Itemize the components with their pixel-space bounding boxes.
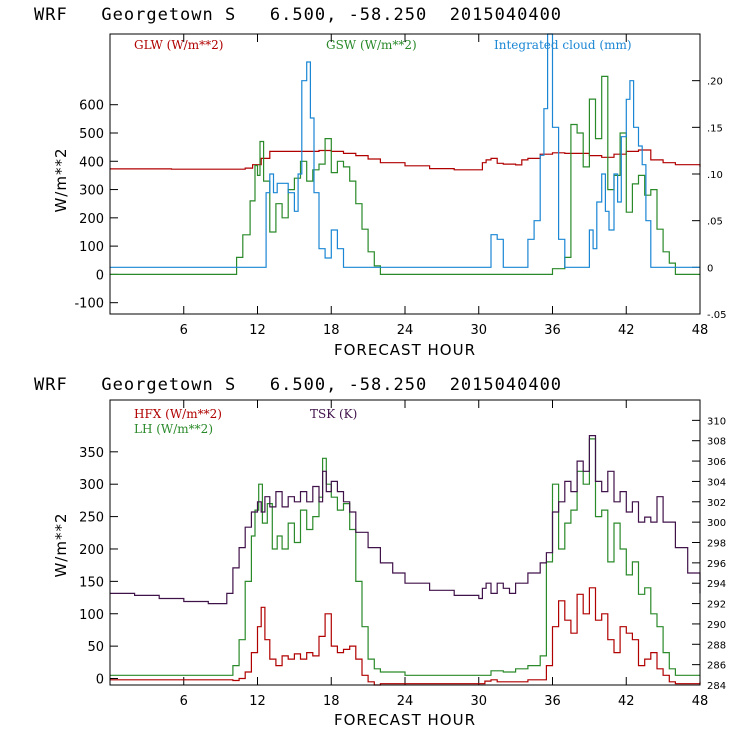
bottom-x-tick-label: 36 bbox=[544, 694, 561, 709]
top-x-tick-label: 18 bbox=[323, 323, 340, 338]
top-x-tick-label: 24 bbox=[397, 323, 414, 338]
bottom-chart: WRF Georgetown S 6.500, -58.250 20150404… bbox=[34, 375, 726, 729]
bottom-series-lh-line bbox=[110, 438, 700, 676]
bottom-y2-tick-label: 302 bbox=[707, 498, 726, 509]
bottom-x-tick-label: 30 bbox=[470, 694, 487, 709]
top-y-tick-label: 300 bbox=[79, 184, 104, 199]
bottom-y2-tick-label: 290 bbox=[707, 620, 726, 631]
bottom-y2-tick-label: 294 bbox=[707, 579, 726, 590]
top-y2-tick-label: .10 bbox=[707, 170, 723, 181]
bottom-plot-frame bbox=[109, 399, 701, 686]
bottom-series bbox=[110, 435, 701, 686]
top-x-tick-label: 42 bbox=[618, 323, 635, 338]
top-y-tick-label: 200 bbox=[79, 212, 104, 227]
top-y-axis-label: W/m**2 bbox=[52, 147, 70, 212]
top-x-tick-label: 48 bbox=[692, 323, 709, 338]
top-chart: WRF Georgetown S 6.500, -58.250 20150404… bbox=[34, 5, 727, 359]
bottom-chart-title: WRF Georgetown S 6.500, -58.250 20150404… bbox=[34, 375, 562, 395]
bottom-y-tick-label: 300 bbox=[79, 478, 104, 493]
bottom-series-hfx-line bbox=[110, 587, 701, 686]
bottom-y-tick-label: 200 bbox=[79, 543, 104, 558]
top-series bbox=[110, 33, 701, 275]
top-y-tick-label: 100 bbox=[79, 240, 104, 255]
legend-tsk: TSK (K) bbox=[310, 407, 357, 421]
top-series-gsw-line bbox=[110, 75, 700, 275]
bottom-x-tick-label: 12 bbox=[249, 694, 266, 709]
bottom-y2-tick-label: 296 bbox=[707, 559, 726, 570]
legend-hfx: HFX (W/m**2) bbox=[134, 407, 222, 421]
top-x-tick-label: 36 bbox=[544, 323, 561, 338]
top-y-tick-label: -100 bbox=[74, 297, 104, 312]
bottom-y2-tick-label: 300 bbox=[707, 518, 726, 529]
top-y-tick-label: 500 bbox=[79, 127, 104, 142]
bottom-y2-tick-label: 292 bbox=[707, 600, 726, 611]
top-series-glw-line bbox=[110, 149, 701, 171]
top-axes: 6 12 18 24 30 36 42 48 -100 0 100 200 300 400 500 600 -.… bbox=[74, 34, 727, 338]
top-plot-frame bbox=[109, 33, 701, 315]
bottom-series-tsk-line bbox=[110, 435, 701, 605]
bottom-axes: 6 12 18 24 30 36 42 48 0 50 100 150 200 250 300 350 284 2… bbox=[79, 400, 726, 709]
bottom-y2-tick-label: 304 bbox=[707, 477, 726, 488]
bottom-x-axis-label: FORECAST HOUR bbox=[334, 711, 476, 729]
top-y-tick-label: 0 bbox=[96, 268, 104, 283]
top-y2-tick-label: 0 bbox=[707, 263, 713, 274]
bottom-y2-tick-label: 298 bbox=[707, 539, 726, 550]
top-y2-tick-label: .15 bbox=[707, 123, 723, 134]
legend-glw: GLW (W/m**2) bbox=[134, 38, 223, 52]
bottom-y2-tick-label: 284 bbox=[707, 681, 726, 692]
bottom-x-tick-label: 48 bbox=[692, 694, 709, 709]
bottom-y-tick-label: 100 bbox=[79, 608, 104, 623]
bottom-y2-tick-label: 286 bbox=[707, 661, 726, 672]
bottom-x-tick-label: 24 bbox=[397, 694, 414, 709]
top-x-tick-label: 6 bbox=[180, 323, 188, 338]
bottom-y2-tick-label: 308 bbox=[707, 437, 726, 448]
bottom-x-tick-label: 42 bbox=[618, 694, 635, 709]
top-y2-tick-label: -.05 bbox=[707, 310, 727, 321]
top-chart-title: WRF Georgetown S 6.500, -58.250 20150404… bbox=[34, 5, 562, 25]
bottom-y2-tick-label: 306 bbox=[707, 457, 726, 468]
top-y2-tick-label: .20 bbox=[707, 77, 723, 88]
bottom-y2-tick-label: 288 bbox=[707, 640, 726, 651]
top-x-axis-label: FORECAST HOUR bbox=[334, 341, 476, 359]
top-y-tick-label: 600 bbox=[79, 99, 104, 114]
legend-lh: LH (W/m**2) bbox=[134, 422, 213, 436]
bottom-y-axis-label: W/m**2 bbox=[52, 512, 70, 577]
bottom-y2-tick-label: 310 bbox=[707, 416, 726, 427]
bottom-x-tick-label: 6 bbox=[180, 694, 188, 709]
top-y2-tick-label: .05 bbox=[707, 217, 723, 228]
bottom-y-tick-label: 350 bbox=[79, 446, 104, 461]
top-x-tick-label: 12 bbox=[249, 323, 266, 338]
bottom-y-tick-label: 250 bbox=[79, 511, 104, 526]
top-y-tick-label: 400 bbox=[79, 155, 104, 170]
bottom-y-tick-label: 0 bbox=[96, 673, 104, 688]
legend-gsw: GSW (W/m**2) bbox=[326, 38, 417, 52]
bottom-y-tick-label: 150 bbox=[79, 575, 104, 590]
bottom-y-tick-label: 50 bbox=[87, 640, 104, 655]
top-x-tick-label: 30 bbox=[470, 323, 487, 338]
top-series-integrated-line bbox=[110, 33, 700, 268]
bottom-x-tick-label: 18 bbox=[323, 694, 340, 709]
legend-integrated-cloud: Integrated cloud (mm) bbox=[494, 38, 632, 52]
